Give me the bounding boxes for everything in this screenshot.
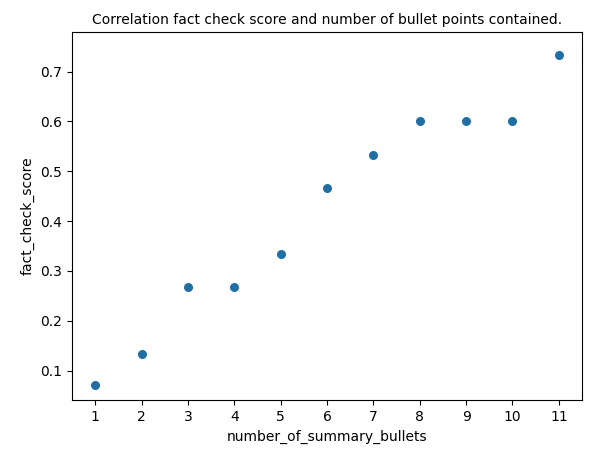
- Point: [91, 382, 100, 389]
- Point: [322, 184, 332, 192]
- Point: [415, 118, 425, 125]
- Point: [276, 250, 286, 258]
- Point: [229, 284, 239, 291]
- X-axis label: number_of_summary_bullets: number_of_summary_bullets: [227, 430, 427, 444]
- Y-axis label: fact_check_score: fact_check_score: [20, 157, 35, 275]
- Point: [461, 118, 471, 125]
- Point: [508, 118, 517, 125]
- Point: [183, 284, 193, 291]
- Title: Correlation fact check score and number of bullet points contained.: Correlation fact check score and number …: [92, 13, 562, 26]
- Point: [554, 51, 563, 58]
- Point: [137, 350, 146, 357]
- Point: [368, 151, 378, 158]
